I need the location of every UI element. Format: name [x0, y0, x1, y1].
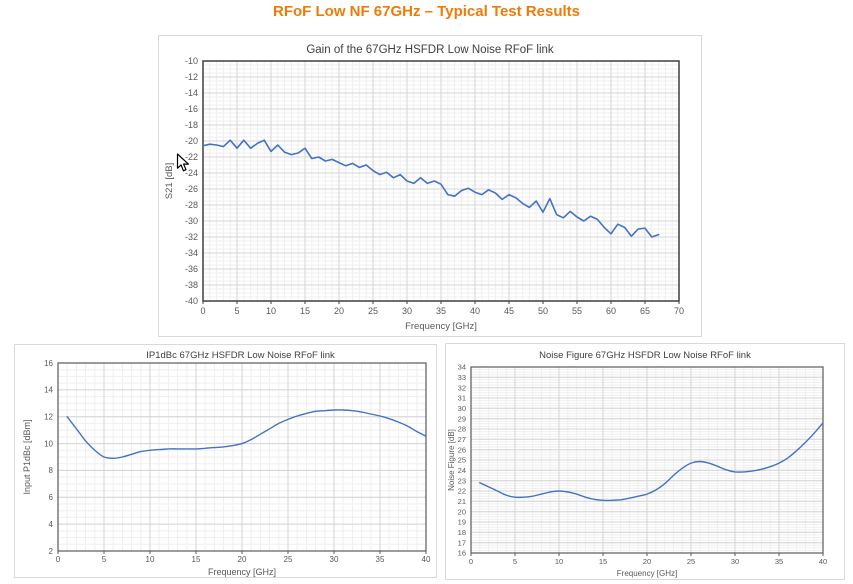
svg-text:2: 2	[49, 547, 54, 556]
svg-text:20: 20	[334, 306, 344, 316]
svg-text:22: 22	[458, 487, 466, 496]
x-axis-label: Frequency [GHz]	[208, 567, 276, 577]
svg-text:15: 15	[599, 557, 607, 566]
svg-text:40: 40	[470, 306, 480, 316]
svg-text:33: 33	[458, 373, 466, 382]
svg-text:30: 30	[458, 404, 466, 413]
svg-text:0: 0	[200, 306, 205, 316]
svg-text:5: 5	[513, 557, 517, 566]
svg-text:-12: -12	[185, 72, 198, 82]
svg-text:40: 40	[819, 557, 827, 566]
svg-text:0: 0	[469, 557, 473, 566]
svg-text:10: 10	[266, 306, 276, 316]
svg-text:5: 5	[234, 306, 239, 316]
svg-text:31: 31	[458, 394, 466, 403]
svg-text:27: 27	[458, 435, 466, 444]
svg-text:-26: -26	[185, 184, 198, 194]
svg-text:55: 55	[572, 306, 582, 316]
p1db-chart-plot: 0 5 10 15 20 25 30 35 40 2 4 6 8 10 12 14 16 Frequency [G…	[22, 359, 431, 577]
svg-text:35: 35	[376, 555, 385, 564]
svg-text:-32: -32	[185, 232, 198, 242]
svg-text:4: 4	[49, 520, 54, 529]
svg-text:15: 15	[300, 306, 310, 316]
svg-text:25: 25	[687, 557, 695, 566]
x-axis-label: Frequency [GHz]	[405, 321, 477, 332]
svg-text:50: 50	[538, 306, 548, 316]
svg-text:45: 45	[504, 306, 514, 316]
gain-chart-panel: Gain of the 67GHz HSFDR Low Noise RFoF l…	[158, 35, 702, 337]
svg-text:12: 12	[44, 413, 53, 422]
svg-text:16: 16	[44, 359, 53, 368]
svg-text:-22: -22	[185, 152, 198, 162]
svg-text:20: 20	[643, 557, 651, 566]
svg-text:14: 14	[44, 386, 53, 395]
svg-text:32: 32	[458, 383, 466, 392]
svg-text:-14: -14	[185, 88, 198, 98]
svg-text:17: 17	[458, 538, 466, 547]
svg-text:-10: -10	[185, 56, 198, 66]
svg-text:-36: -36	[185, 264, 198, 274]
svg-text:-24: -24	[185, 168, 198, 178]
page-title: RFoF Low NF 67GHz – Typical Test Results	[273, 3, 580, 20]
svg-text:-30: -30	[185, 216, 198, 226]
svg-text:10: 10	[555, 557, 563, 566]
svg-text:29: 29	[458, 414, 466, 423]
svg-text:-28: -28	[185, 200, 198, 210]
svg-text:21: 21	[458, 497, 466, 506]
svg-text:34: 34	[458, 363, 466, 372]
series-line	[479, 422, 824, 502]
gain-chart-title: Gain of the 67GHz HSFDR Low Noise RFoF l…	[306, 44, 554, 56]
gain-chart-plot: 0 5 10 15 20 25 30 35 40 45 50 55 60 65 70 -40 -38 -36 -34…	[164, 56, 684, 332]
svg-text:35: 35	[436, 306, 446, 316]
svg-text:26: 26	[458, 445, 466, 454]
svg-text:6: 6	[49, 493, 54, 502]
svg-text:-16: -16	[185, 104, 198, 114]
svg-text:40: 40	[422, 555, 431, 564]
svg-text:60: 60	[606, 306, 616, 316]
svg-text:25: 25	[284, 555, 293, 564]
noise-figure-chart-title: Noise Figure 67GHz HSFDR Low Noise RFoF …	[539, 350, 751, 361]
svg-text:25: 25	[458, 456, 466, 465]
svg-text:-40: -40	[185, 296, 198, 306]
p1db-chart-title: IP1dBc 67GHz HSFDR Low Noise RFoF link	[146, 350, 335, 361]
svg-text:18: 18	[458, 528, 466, 537]
svg-text:-38: -38	[185, 280, 198, 290]
noise-figure-chart-plot: 0 5 10 15 20 25 30 35 40161718192021222324252627…	[447, 363, 827, 578]
svg-text:8: 8	[49, 466, 54, 475]
svg-text:28: 28	[458, 425, 466, 434]
svg-text:20: 20	[458, 507, 466, 516]
svg-text:23: 23	[458, 476, 466, 485]
svg-text:30: 30	[731, 557, 739, 566]
svg-text:20: 20	[238, 555, 247, 564]
svg-text:16: 16	[458, 549, 466, 558]
svg-text:24: 24	[458, 466, 466, 475]
x-axis-label: Frequency [GHz]	[617, 569, 677, 578]
svg-text:30: 30	[330, 555, 339, 564]
svg-text:35: 35	[775, 557, 783, 566]
svg-text:30: 30	[402, 306, 412, 316]
series-line	[202, 139, 660, 238]
svg-text:15: 15	[192, 555, 201, 564]
svg-text:-34: -34	[185, 248, 198, 258]
p1db-chart-panel: IP1dBc 67GHz HSFDR Low Noise RFoF link 0…	[14, 344, 437, 578]
y-axis-label: Input P1dBc [dBm]	[22, 419, 32, 494]
series-line	[66, 409, 427, 459]
svg-text:10: 10	[146, 555, 155, 564]
svg-text:0: 0	[56, 555, 61, 564]
svg-text:5: 5	[102, 555, 107, 564]
svg-text:10: 10	[44, 439, 53, 448]
noise-figure-chart-panel: Noise Figure 67GHz HSFDR Low Noise RFoF …	[445, 343, 845, 580]
svg-text:-18: -18	[185, 120, 198, 130]
y-axis-label: S21 [dB]	[164, 163, 175, 199]
svg-text:19: 19	[458, 518, 466, 527]
svg-text:25: 25	[368, 306, 378, 316]
svg-text:70: 70	[674, 306, 684, 316]
y-axis-label: Noise Figure [dB]	[447, 429, 456, 491]
svg-text:-20: -20	[185, 136, 198, 146]
svg-text:65: 65	[640, 306, 650, 316]
